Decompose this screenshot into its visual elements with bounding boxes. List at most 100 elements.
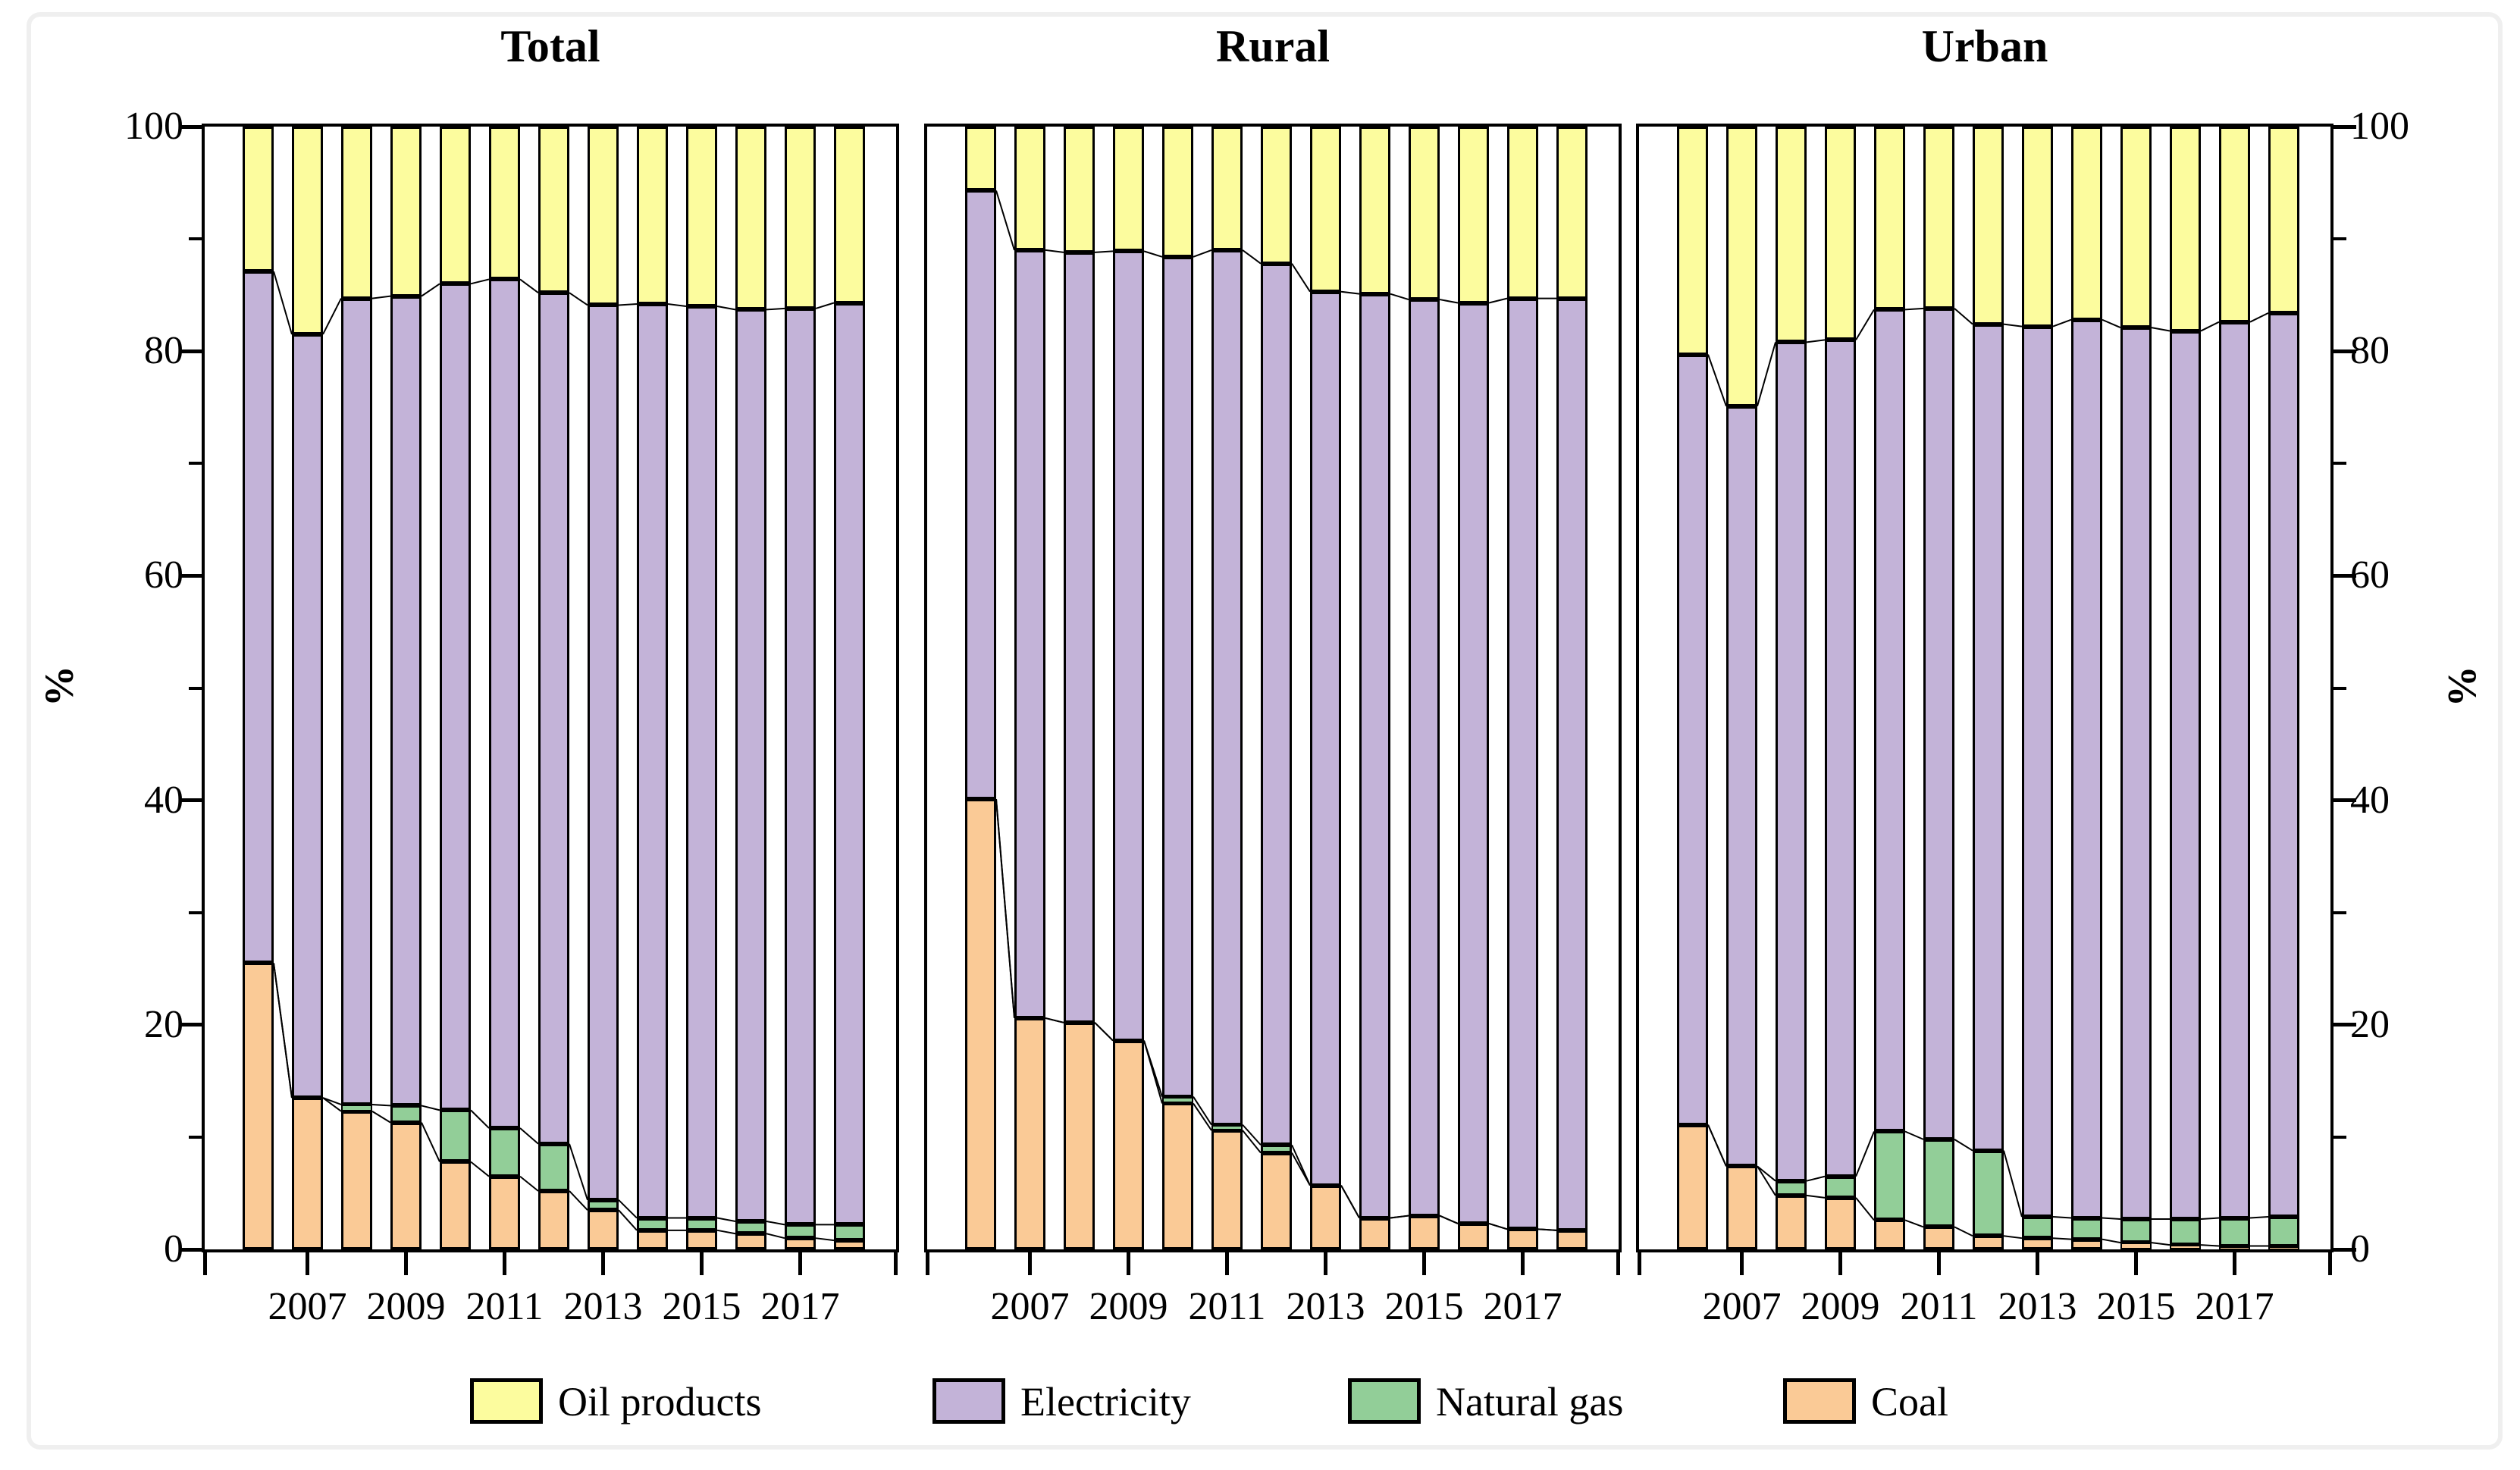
bar-segment-electricity-2012 [1973, 324, 2004, 1151]
bar-segment-coal-2007 [1726, 1166, 1757, 1249]
bar-segment-oil-products-2014 [2071, 127, 2102, 320]
bar-segment-oil-products-2010 [1874, 127, 1905, 310]
x-tick-label-2013: 2013 [1998, 1285, 2077, 1328]
plot-panel-urban [1636, 124, 2334, 1252]
x-axis-tick-2015 [700, 1252, 704, 1275]
bar-segment-electricity-2017 [1507, 298, 1538, 1230]
y-axis-major-tick-right-0 [2334, 1247, 2356, 1252]
y-axis-minor-tick-right-30 [2334, 911, 2346, 914]
bar-segment-oil-products-2011 [1211, 127, 1243, 250]
bar-segment-oil-products-2018 [834, 127, 865, 303]
bar-segment-natural-gas-2017 [785, 1224, 816, 1239]
bar-segment-electricity-2016 [1458, 302, 1489, 1224]
bar-segment-oil-products-2009 [1825, 127, 1856, 340]
bar-segment-electricity-2007 [1726, 406, 1757, 1167]
x-axis-corner-tick [1638, 1252, 1641, 1275]
bar-segment-coal-2012 [538, 1190, 569, 1249]
x-tick-label-2013: 2013 [1286, 1285, 1365, 1328]
bar-segment-coal-2012 [1973, 1236, 2004, 1249]
bar-segment-coal-2016 [2170, 1245, 2201, 1249]
bar-segment-oil-products-2013 [588, 127, 619, 306]
x-tick-label-2011: 2011 [1900, 1285, 1978, 1328]
bar-segment-oil-products-2017 [1507, 127, 1538, 299]
bar-segment-coal-2018 [2268, 1246, 2299, 1250]
bar-segment-coal-2009 [1113, 1040, 1144, 1249]
panel-title-urban: Urban [1921, 21, 2048, 71]
y-axis-major-tick-right-60 [2334, 573, 2356, 578]
bar-segment-natural-gas-2010 [1162, 1096, 1193, 1104]
bar-segment-oil-products-2016 [2170, 127, 2201, 331]
bar-segment-coal-2008 [341, 1111, 372, 1249]
bar-segment-oil-products-2016 [735, 127, 766, 310]
bar-segment-electricity-2011 [489, 279, 520, 1129]
bar-segment-oil-products-2006 [243, 127, 274, 272]
bar-segment-coal-2014 [2071, 1239, 2102, 1249]
y-axis-major-tick-right-40 [2334, 798, 2356, 803]
y-tick-label-left-80: 80 [144, 329, 183, 373]
x-tick-label-2015: 2015 [662, 1285, 741, 1328]
y-axis-major-tick-left-80 [179, 349, 202, 353]
bar-segment-coal-2016 [1458, 1223, 1489, 1249]
bar-segment-electricity-2010 [1874, 309, 1905, 1132]
bar-segment-natural-gas-2008 [341, 1104, 372, 1111]
legend-swatch-natural-gas [1348, 1378, 1421, 1424]
bar-segment-coal-2006 [243, 963, 274, 1249]
bar-segment-electricity-2015 [2120, 328, 2152, 1219]
bar-segment-natural-gas-2017 [2219, 1218, 2250, 1246]
bar-segment-oil-products-2010 [1162, 127, 1193, 257]
bar-segment-electricity-2014 [637, 303, 668, 1218]
bar-segment-natural-gas-2014 [2071, 1218, 2102, 1240]
y-axis-major-tick-right-20 [2334, 1023, 2356, 1027]
bar-segment-coal-2008 [1776, 1195, 1807, 1249]
legend: Oil products Electricity Natural gas Coal [0, 1378, 2520, 1431]
bar-segment-oil-products-2017 [785, 127, 816, 309]
bar-segment-electricity-2018 [2268, 312, 2299, 1218]
y-axis-minor-tick-right-70 [2334, 462, 2346, 465]
bar-segment-coal-2013 [588, 1210, 619, 1249]
bar-segment-oil-products-2015 [686, 127, 717, 306]
x-axis-tick-2015 [1422, 1252, 1426, 1275]
bar-segment-natural-gas-2012 [1261, 1145, 1292, 1153]
bar-segment-natural-gas-2011 [1923, 1139, 1954, 1227]
y-axis-minor-tick-right-50 [2334, 686, 2346, 690]
bar-segment-natural-gas-2010 [440, 1110, 471, 1162]
y-tick-label-left-60: 60 [144, 553, 183, 597]
x-tick-label-2007: 2007 [1702, 1285, 1782, 1328]
bar-segment-oil-products-2014 [637, 127, 668, 304]
y-axis-major-tick-left-20 [179, 1023, 202, 1027]
y-axis-minor-tick-left-30 [189, 911, 202, 914]
y-axis-label-left: % [36, 666, 82, 707]
x-axis-corner-tick [203, 1252, 207, 1275]
bar-segment-natural-gas-2018 [834, 1224, 865, 1241]
bar-segment-oil-products-2011 [1923, 127, 1954, 309]
bar-segment-electricity-2010 [440, 284, 471, 1111]
x-tick-label-2013: 2013 [563, 1285, 643, 1328]
bar-segment-electricity-2013 [2022, 326, 2053, 1218]
y-tick-label-left-0: 0 [164, 1227, 183, 1271]
y-axis-major-tick-left-100 [179, 124, 202, 129]
bar-segment-natural-gas-2012 [538, 1143, 569, 1191]
bar-segment-coal-2017 [785, 1238, 816, 1249]
bar-segment-natural-gas-2015 [686, 1218, 717, 1230]
y-tick-label-right-40: 40 [2350, 778, 2390, 822]
bar-segment-coal-2011 [1211, 1130, 1243, 1249]
bar-segment-natural-gas-2009 [1825, 1176, 1856, 1198]
legend-swatch-coal [1783, 1378, 1856, 1424]
bar-segment-oil-products-2017 [2219, 127, 2250, 322]
bar-segment-natural-gas-2013 [588, 1199, 619, 1211]
y-axis-major-tick-left-60 [179, 573, 202, 578]
bar-segment-coal-2016 [735, 1233, 766, 1249]
y-axis-major-tick-right-100 [2334, 124, 2356, 129]
bar-segment-coal-2015 [686, 1230, 717, 1249]
bar-segment-oil-products-2007 [1726, 127, 1757, 406]
y-tick-label-left-40: 40 [144, 778, 183, 822]
y-axis-major-tick-left-0 [179, 1247, 202, 1252]
bar-segment-coal-2010 [1874, 1220, 1905, 1249]
bar-segment-oil-products-2009 [390, 127, 422, 296]
bar-segment-coal-2011 [1923, 1227, 1954, 1249]
x-axis-tick-2007 [1028, 1252, 1032, 1275]
bar-segment-oil-products-2008 [341, 127, 372, 299]
x-tick-label-2007: 2007 [990, 1285, 1070, 1328]
bar-segment-electricity-2013 [588, 305, 619, 1200]
